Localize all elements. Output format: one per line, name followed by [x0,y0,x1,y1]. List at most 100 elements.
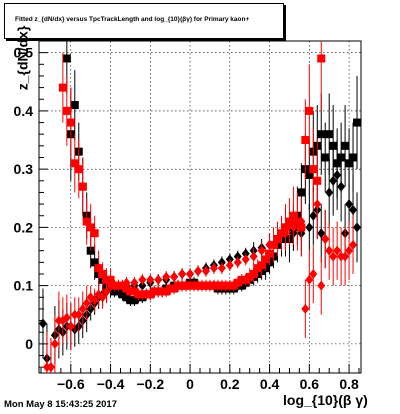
data-point-diamond [106,280,115,291]
data-point-diamond [114,280,123,291]
data-point-diamond [329,251,338,262]
data-point-square [86,223,95,232]
timestamp: Mon May 8 15:43:25 2017 [4,399,118,410]
data-point-diamond [353,222,362,233]
plot-frame [38,40,362,374]
data-point-diamond [345,199,354,210]
data-point-diamond [321,234,330,245]
x-tick-label: 0 [186,376,194,392]
data-point-diamond [265,239,274,250]
data-point-square [317,130,326,139]
x-tick-label: 0.8 [339,376,359,392]
data-point-square [301,136,310,145]
x-axis-label: log_{10}(β γ) [283,392,368,408]
series-2 [58,41,326,301]
data-point-diamond [349,204,358,215]
x-tick-label: −0.4 [97,376,125,392]
y-tick-label: 0.5 [14,45,34,61]
grid-layer [39,41,361,373]
x-tick-label: −0.6 [57,376,85,392]
data-point-diamond [90,295,99,306]
data-point-square [345,159,354,168]
data-point-diamond [170,271,179,282]
data-point-square [249,269,258,278]
x-tick-label: 0.6 [300,376,320,392]
data-point-diamond [209,263,218,274]
tick-layer: −0.6 −0.4 −0.2 0 0.2 0.4 0.6 0.8 0 0.1 0.2 0.3 0.4 0.… [14,45,360,392]
data-point-square [94,264,103,273]
data-point-diamond [122,277,131,288]
y-axis-label: z_{dN/dx} [14,25,31,91]
x-tick-label: 0.2 [220,376,240,392]
data-point-diamond [50,338,59,349]
data-point-diamond [289,222,298,233]
y-tick-label: 0.2 [14,219,34,235]
data-point-square [58,83,67,92]
data-point-diamond [257,245,266,256]
data-point-square [257,261,266,270]
data-point-square [321,153,330,162]
data-point-diamond [201,266,210,277]
data-point-diamond [186,268,195,279]
data-point-diamond [313,199,322,210]
data-point-square [90,229,99,238]
data-point-diamond [217,263,226,274]
data-point-diamond [305,222,314,233]
data-point-square [349,153,358,162]
data-point-square [62,54,71,63]
data-point-diamond [82,298,91,309]
data-point-diamond [309,210,318,221]
data-point-diamond [130,277,139,288]
data-point-square [98,269,107,278]
data-point-diamond [333,245,342,256]
data-point-diamond [162,271,171,282]
data-point-diamond [46,362,55,373]
data-point-square [317,54,326,63]
data-point-square [70,101,79,110]
data-point-diamond [297,216,306,227]
plot-title: Fitted z_{dN/dx} versus TpcTrackLength a… [15,16,250,23]
data-point-diamond [194,266,203,277]
data-point-diamond [329,175,338,186]
data-point-diamond [317,280,326,291]
data-point-diamond [349,239,358,250]
data-point-square [62,106,71,115]
x-tick-label: −0.2 [136,376,164,392]
x-tick-label: 0.4 [260,376,280,392]
data-point-square [82,217,91,226]
data-point-diamond [138,274,147,285]
data-point-diamond [249,251,258,262]
data-point-square [325,130,334,139]
data-point-diamond [98,292,107,303]
data-point-diamond [333,169,342,180]
data-point-square [309,165,318,174]
data-point-square [305,106,314,115]
data-point-diamond [62,312,71,323]
data-point-diamond [325,245,334,256]
series-3 [42,169,358,373]
data-point-diamond [301,303,310,314]
data-point-diamond [325,187,334,198]
data-point-square [70,159,79,168]
data-point-square [305,170,314,179]
data-point-diamond [233,257,242,268]
data-point-diamond [225,260,234,271]
y-tick-label: 0 [25,336,33,352]
data-point-diamond [305,274,314,285]
data-point-square [261,255,270,264]
data-point-diamond [146,274,155,285]
data-point-diamond [341,251,350,262]
data-point-diamond [74,309,83,320]
y-tick-label: 0.3 [14,161,34,177]
data-point-square [74,165,83,174]
y-tick-label: 0.4 [14,103,34,119]
data-layer [38,41,362,373]
y-tick-label: 0.1 [14,278,34,294]
data-point-square [90,258,99,267]
data-point-diamond [317,228,326,239]
data-point-diamond [178,268,187,279]
data-point-diamond [66,321,75,332]
data-point-square [66,118,75,127]
